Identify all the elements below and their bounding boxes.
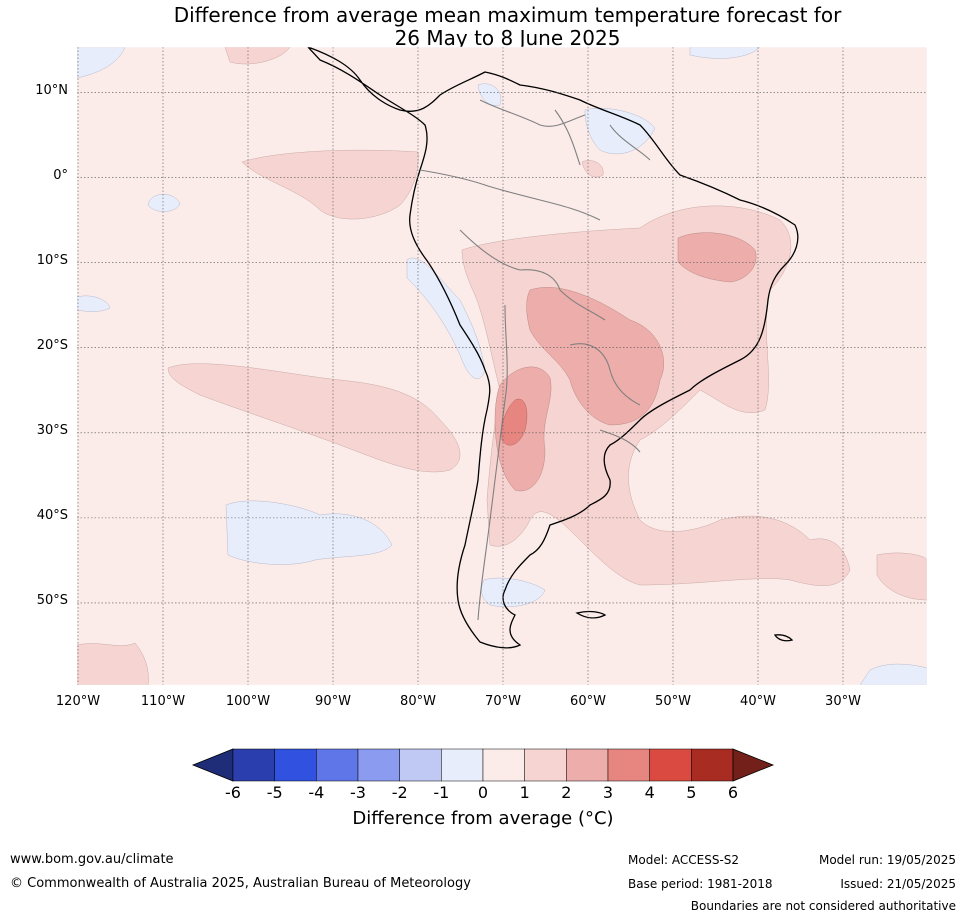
colorbar-segment	[316, 748, 359, 782]
colorbar-segments	[232, 748, 734, 782]
border-uruguay	[599, 429, 641, 453]
colorbar-tick-label: -2	[392, 783, 408, 802]
positive-area-southwest-corner	[77, 642, 149, 685]
colorbar-segment	[399, 748, 442, 782]
positive-area-small	[581, 160, 604, 178]
footer-model: Model: ACCESS-S2	[628, 853, 740, 867]
colorbar-segment	[524, 748, 567, 782]
colorbar-tick-label: 4	[645, 783, 655, 802]
lon-label: 40°W	[740, 694, 776, 709]
falkland-islands	[773, 634, 794, 642]
longitude-labels: 120°W 110°W 100°W 90°W 80°W 70°W 60°W 50…	[56, 694, 861, 709]
lon-label: 60°W	[570, 694, 606, 709]
colorbar-segment	[357, 748, 400, 782]
footer-copyright: © Commonwealth of Australia 2025, Austra…	[10, 876, 471, 891]
anomaly-negative-areas	[77, 47, 927, 685]
negative-area-guianas	[584, 107, 656, 155]
negative-area-venezuela	[477, 83, 502, 106]
negative-area-southeast-pacific	[225, 500, 393, 565]
colorbar-segment	[691, 748, 734, 782]
map-frame	[76, 46, 928, 686]
colorbar-tick-label: 2	[561, 783, 571, 802]
lon-label: 110°W	[141, 694, 185, 709]
positive-area-subtropical-pacific	[167, 363, 461, 473]
lon-label: 100°W	[226, 694, 270, 709]
positive-area-far-southeast	[876, 552, 927, 601]
south-america-coastline	[307, 47, 799, 649]
map-panel	[77, 47, 927, 685]
negative-area-equatorial-pacific	[147, 194, 181, 212]
country-borders	[419, 99, 651, 621]
title-line-2: 26 May to 8 June 2025	[394, 26, 621, 50]
lat-label: 0°	[53, 168, 68, 183]
lon-label: 80°W	[400, 694, 436, 709]
warm-area-paraguay-brazil	[526, 287, 664, 426]
lat-label: 30°S	[37, 423, 68, 438]
lon-label: 90°W	[315, 694, 351, 709]
colorbar-segment	[274, 748, 317, 782]
footer-base-period: Base period: 1981-2018	[628, 877, 773, 891]
colorbar-low-extend	[191, 748, 234, 782]
footer-model-run: Model run: 19/05/2025	[818, 853, 956, 867]
footer-website: www.bom.gov.au/climate	[10, 852, 174, 867]
colorbar-title: Difference from average (°C)	[352, 808, 614, 829]
colorbar-tick-label: -5	[267, 783, 283, 802]
border-venezuela	[479, 99, 586, 127]
colorbar-segment	[566, 748, 609, 782]
colorbar-tick-label: 0	[478, 783, 488, 802]
coastlines	[307, 47, 799, 649]
colorbar-tick-label: -1	[433, 783, 449, 802]
positive-area-north-pacific	[224, 47, 291, 65]
colorbar-tick-label: 6	[728, 783, 738, 802]
colorbar-segment	[649, 748, 692, 782]
border-colombia-peru-brazil	[419, 169, 601, 221]
lon-label: 120°W	[56, 694, 100, 709]
colorbar-segment	[482, 748, 525, 782]
colorbar-tick-labels: -6 -5 -4 -3 -2 -1 0 1 2 3 4 5 6	[225, 783, 738, 802]
colorbar-tick-label: 1	[520, 783, 530, 802]
border-guianas	[609, 124, 651, 161]
border-peru-bolivia	[459, 229, 606, 321]
lat-label: 20°S	[37, 338, 68, 353]
lat-label: 10°N	[35, 83, 68, 98]
footer-disclaimer: Boundaries are not considered authoritat…	[690, 899, 956, 913]
negative-area-south-atlantic	[859, 663, 927, 685]
lat-label: 10°S	[37, 253, 68, 268]
negative-area-caribbean	[689, 47, 761, 59]
lat-label: 50°S	[37, 593, 68, 608]
anomaly-2-3-areas	[494, 232, 757, 492]
colorbar: -6 -5 -4 -3 -2 -1 0 1 2 3 4 5 6	[191, 748, 775, 802]
colorbar-segment	[607, 748, 650, 782]
warm-area-northeast-brazil	[677, 232, 757, 283]
colorbar-segment	[441, 748, 484, 782]
anomaly-3-4-areas	[501, 398, 528, 446]
lat-label: 40°S	[37, 508, 68, 523]
colorbar-tick-label: -6	[225, 783, 241, 802]
map-title: Difference from average mean maximum tem…	[0, 4, 965, 50]
border-paraguay	[569, 343, 641, 406]
footer-issued: Issued: 21/05/2025	[840, 877, 956, 891]
colorbar-segment	[232, 748, 275, 782]
colorbar-tick-label: -3	[350, 783, 366, 802]
negative-area-east-pacific	[77, 295, 111, 312]
lon-label: 30°W	[825, 694, 861, 709]
title-line-1: Difference from average mean maximum tem…	[173, 3, 842, 27]
colorbar-tick-label: 3	[603, 783, 613, 802]
hot-area-andes	[501, 398, 528, 446]
colorbar-high-extend	[732, 748, 775, 782]
lon-label: 70°W	[485, 694, 521, 709]
colorbar-tick-label: 5	[686, 783, 696, 802]
border-chile-argentina	[477, 304, 508, 621]
border-venezuela-brazil	[554, 109, 581, 166]
positive-area-equatorial-pacific	[241, 149, 419, 220]
south-georgia-islands	[575, 610, 607, 619]
gridlines	[77, 47, 927, 685]
latitude-labels: 10°N 0° 10°S 20°S 30°S 40°S 50°S	[35, 83, 68, 608]
colorbar-tick-label: -4	[308, 783, 324, 802]
lon-label: 50°W	[655, 694, 691, 709]
negative-area-patagonia	[481, 577, 546, 608]
